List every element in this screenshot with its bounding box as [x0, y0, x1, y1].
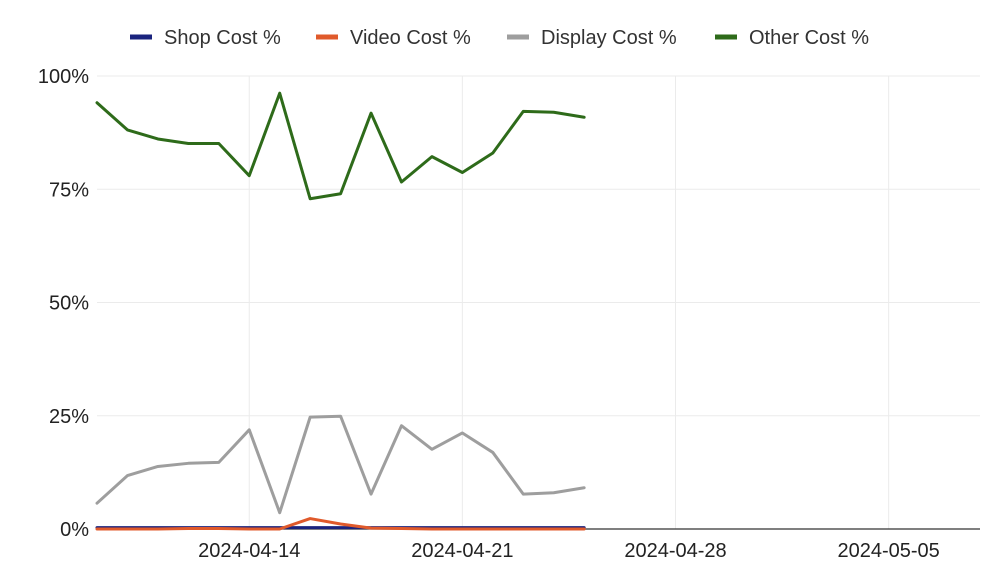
- legend-item-display-cost[interactable]: Display Cost %: [507, 27, 677, 49]
- y-tick-label: 75%: [49, 179, 89, 201]
- y-tick-label: 50%: [49, 293, 89, 315]
- y-tick-label: 25%: [49, 406, 89, 428]
- legend-item-shop-cost[interactable]: Shop Cost %: [130, 27, 281, 49]
- legend-label: Display Cost %: [541, 27, 677, 49]
- series-line-display-cost: [95, 414, 586, 515]
- legend-label: Video Cost %: [350, 27, 471, 49]
- y-tick-label: 0%: [60, 519, 89, 541]
- legend: Shop Cost % Video Cost % Display Cost % Oth…: [130, 27, 869, 49]
- x-tick-label: 2024-04-14: [198, 540, 300, 562]
- gridlines: [97, 75, 980, 529]
- x-tick-label: 2024-05-05: [837, 540, 939, 562]
- x-tick-label: 2024-04-28: [624, 540, 726, 562]
- legend-label: Shop Cost %: [164, 27, 281, 49]
- series-line-video-cost: [95, 517, 586, 531]
- x-tick-label: 2024-04-21: [411, 540, 513, 562]
- y-axis: 0% 25% 50% 75% 100%: [38, 66, 89, 541]
- legend-label: Other Cost %: [749, 27, 869, 49]
- y-tick-label: 100%: [38, 66, 89, 88]
- legend-item-video-cost[interactable]: Video Cost %: [316, 27, 471, 49]
- legend-item-other-cost[interactable]: Other Cost %: [715, 27, 869, 49]
- series-line-other-cost: [95, 91, 586, 201]
- x-axis: 2024-04-14 2024-04-21 2024-04-28 2024-05-05: [97, 528, 980, 562]
- series-lines: [95, 91, 586, 531]
